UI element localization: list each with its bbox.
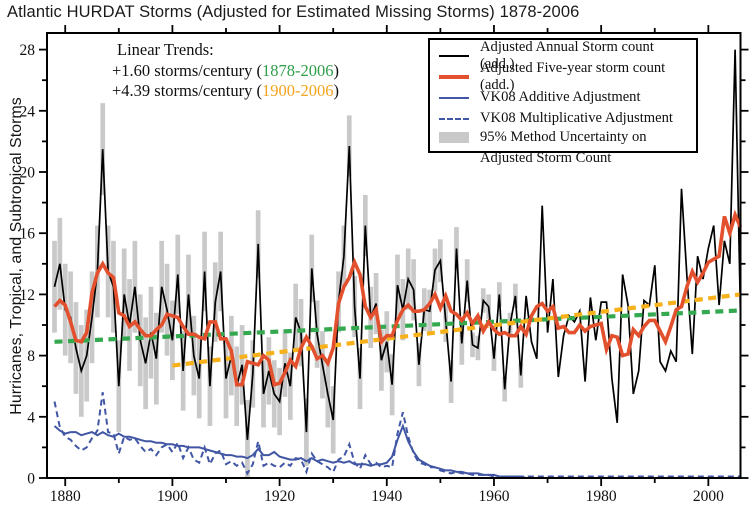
y-tick-label-16: 16 (20, 226, 36, 243)
chart-title: Atlantic HURDAT Storms (Adjusted for Est… (7, 3, 580, 21)
red-line-swatch-icon (439, 74, 469, 79)
x-tick-label-2000: 2000 (693, 488, 724, 505)
y-tick-label-20: 20 (20, 165, 36, 182)
trend-1-prefix: +1.60 storms/century ( (112, 60, 262, 80)
trend-1-suffix: ) (333, 60, 340, 80)
linear-trends-heading: Linear Trends: (117, 40, 214, 59)
trend-line-1900-2006 (172, 292, 741, 368)
x-tick-label-1940: 1940 (371, 488, 402, 505)
axis-tick-labels: 0 4 8 12 16 20 24 28 1880 1900 1920 1940 1960 1980 200… (20, 42, 725, 505)
legend-label-vk08-multiplicative: VK08 Multiplicative Adjustment (480, 110, 673, 126)
blue-dashed-swatch-icon (439, 117, 469, 120)
y-tick-label-12: 12 (20, 287, 36, 304)
x-tick-label-1880: 1880 (50, 488, 81, 505)
x-tick-label-1980: 1980 (586, 488, 617, 505)
trend-line-1900-2006: +4.39 storms/century (1900-2006) (112, 81, 339, 102)
legend-item-annual: Adjusted Annual Storm count (add.) (439, 39, 690, 72)
y-tick-label-4: 4 (27, 409, 35, 426)
y-tick-label-8: 8 (27, 348, 35, 365)
legend-item-vk08-multiplicative: VK08 Multiplicative Adjustment (439, 108, 690, 129)
five-year-storm-count-line (53, 209, 743, 387)
gray-box-swatch-icon (439, 132, 469, 143)
plot-frame (46, 32, 742, 479)
legend-item-vk08-additive: VK08 Additive Adjustment (439, 87, 690, 108)
y-tick-label-24: 24 (20, 103, 36, 120)
legend-item-uncertainty: 95% Method Uncertainty on (439, 129, 690, 149)
trend-line-1878-2006 (54, 308, 741, 344)
trend-line-1878-2006: +1.60 storms/century (1878-2006) (112, 61, 339, 82)
black-line-swatch-icon (439, 54, 469, 57)
legend-label-uncertainty-line1: 95% Method Uncertainty on (480, 129, 647, 145)
vk08-multiplicative-line (53, 392, 741, 478)
legend-label-annual: Adjusted Annual Storm count (add.) (480, 38, 654, 72)
x-tick-label-1960: 1960 (478, 488, 509, 505)
legend-item-five-year: Adjusted Five-year storm count (add.) (439, 60, 690, 93)
legend-label-five-year: Adjusted Five-year storm count (add.) (480, 59, 666, 93)
trend-2-prefix: +4.39 storms/century ( (112, 81, 262, 100)
chart-legend: Adjusted Annual Storm count (add.) Adjus… (428, 38, 698, 166)
trend-2-range: 1900-2006 (262, 81, 334, 100)
uncertainty-bars (52, 103, 524, 478)
trend-2-suffix: ) (333, 81, 340, 100)
linear-trends-annotation: Linear Trends: +1.60 storms/century (187… (112, 40, 339, 102)
annual-storm-count-line (53, 49, 742, 440)
y-tick-label-28: 28 (20, 42, 36, 59)
blue-line-swatch-icon (439, 96, 469, 99)
x-tick-label-1900: 1900 (157, 488, 188, 505)
y-tick-label-0: 0 (27, 471, 35, 488)
axis-ticks (39, 25, 749, 486)
legend-label-vk08-additive: VK08 Additive Adjustment (480, 89, 641, 105)
trend-1-range: 1878-2006 (262, 60, 334, 80)
legend-label-uncertainty-line2: Adjusted Storm Count (480, 150, 612, 166)
x-tick-label-1920: 1920 (264, 488, 295, 505)
